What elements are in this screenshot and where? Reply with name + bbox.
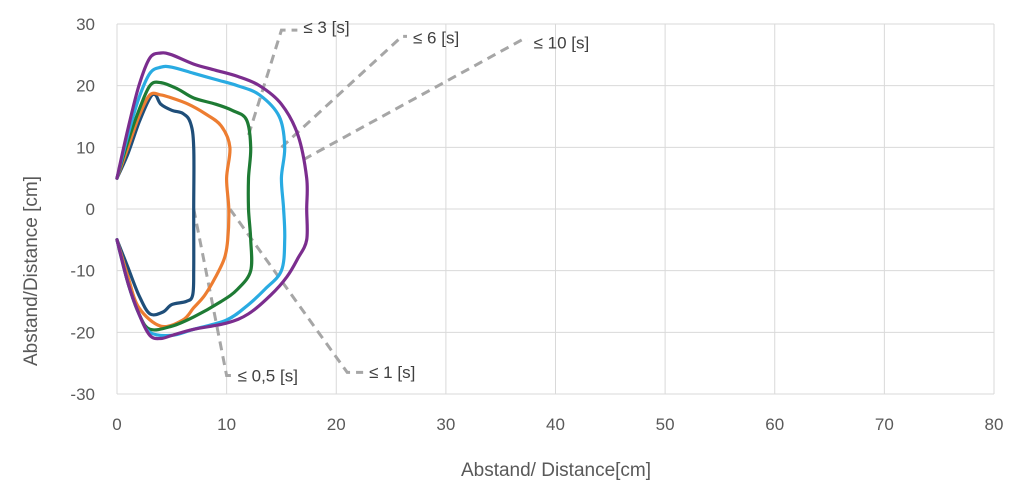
gridlines bbox=[116, 23, 995, 395]
series-curve-5 bbox=[115, 51, 309, 341]
series-curve-1 bbox=[115, 92, 196, 317]
annotation-leader-line bbox=[247, 28, 298, 136]
x-tick-label: 20 bbox=[327, 415, 346, 434]
annotation-label: ≤ 6 [s] bbox=[413, 29, 459, 48]
annotation-labels: ≤ 3 [s] ≤ 6 [s] ≤ 10 [s] ≤ 0,5 [s] ≤ 1 [s] bbox=[238, 18, 590, 385]
y-tick-label: -20 bbox=[70, 323, 95, 342]
y-tick-labels: -30 -20 -10 0 10 20 30 bbox=[70, 15, 95, 404]
annotation-leader-line bbox=[228, 208, 364, 374]
annotation-leader-line bbox=[280, 34, 407, 149]
annotation-leader-line bbox=[192, 208, 232, 377]
x-tick-label: 0 bbox=[112, 415, 121, 434]
x-tick-label: 50 bbox=[656, 415, 675, 434]
y-tick-label: 20 bbox=[76, 77, 95, 96]
y-tick-label: 30 bbox=[76, 15, 95, 34]
annotation-leader-line bbox=[302, 37, 528, 161]
x-tick-label: 10 bbox=[217, 415, 236, 434]
y-tick-label: -30 bbox=[70, 385, 95, 404]
annotation-leaders bbox=[192, 28, 528, 377]
x-axis-title: Abstand/ Distance[cm] bbox=[461, 460, 651, 481]
x-tick-label: 70 bbox=[875, 415, 894, 434]
y-tick-label: -10 bbox=[70, 262, 95, 281]
annotation-label: ≤ 3 [s] bbox=[303, 18, 349, 37]
series-curves bbox=[115, 51, 309, 341]
annotation-label: ≤ 0,5 [s] bbox=[238, 367, 298, 386]
x-tick-labels: 0 10 20 30 40 50 60 70 80 bbox=[112, 415, 1003, 434]
y-tick-label: 10 bbox=[76, 138, 95, 157]
annotation-label: ≤ 1 [s] bbox=[369, 363, 415, 382]
y-tick-label: 0 bbox=[86, 200, 95, 219]
annotation-label: ≤ 10 [s] bbox=[534, 34, 590, 53]
x-tick-label: 40 bbox=[546, 415, 565, 434]
y-axis-title: Abstand/Distance [cm] bbox=[21, 176, 42, 366]
x-tick-label: 30 bbox=[436, 415, 455, 434]
series-curve-3 bbox=[115, 80, 254, 332]
x-tick-label: 60 bbox=[765, 415, 784, 434]
x-tick-label: 80 bbox=[985, 415, 1004, 434]
